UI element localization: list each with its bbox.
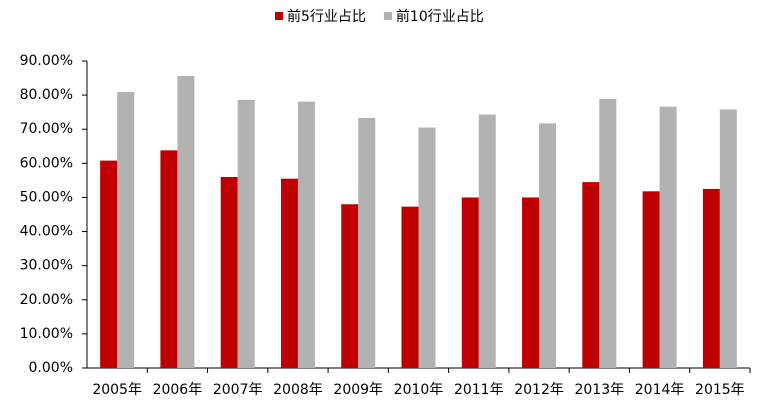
legend-label: 前5行业占比 xyxy=(287,8,366,25)
bar xyxy=(522,197,540,368)
bar xyxy=(461,197,479,368)
bar xyxy=(280,178,298,368)
bar xyxy=(177,76,195,369)
x-tick-label: 2015年 xyxy=(695,382,745,398)
legend-swatch xyxy=(275,12,283,20)
bar xyxy=(582,182,600,368)
bar xyxy=(478,114,496,368)
x-tick-label: 2011年 xyxy=(454,382,504,398)
bar xyxy=(418,127,436,369)
bar xyxy=(297,101,315,368)
bar xyxy=(160,150,178,368)
y-tick-label: 90.00% xyxy=(20,53,73,69)
y-tick-label: 50.00% xyxy=(20,189,73,205)
bar xyxy=(401,206,419,368)
bar xyxy=(539,123,557,368)
legend-label: 前10行业占比 xyxy=(396,8,484,25)
x-tick-label: 2010年 xyxy=(394,382,444,398)
y-tick-label: 60.00% xyxy=(20,155,73,171)
y-tick-label: 10.00% xyxy=(20,326,73,342)
bar xyxy=(100,160,118,368)
bar xyxy=(659,106,677,368)
bar xyxy=(220,176,238,368)
y-tick-label: 80.00% xyxy=(20,87,73,103)
x-tick-label: 2005年 xyxy=(92,382,142,398)
bar xyxy=(642,191,660,368)
y-tick-label: 0.00% xyxy=(29,360,73,376)
x-tick-label: 2007年 xyxy=(213,382,263,398)
legend-swatch xyxy=(383,12,392,20)
x-tick-label: 2006年 xyxy=(153,382,203,398)
x-tick-label: 2012年 xyxy=(514,382,564,398)
x-tick-label: 2008年 xyxy=(273,382,323,398)
x-tick-label: 2009年 xyxy=(333,382,383,398)
y-tick-label: 30.00% xyxy=(20,258,73,274)
x-tick-label: 2014年 xyxy=(635,382,685,398)
bar xyxy=(117,92,135,369)
x-tick-label: 2013年 xyxy=(574,382,624,398)
bar xyxy=(237,99,255,369)
y-tick-label: 40.00% xyxy=(20,224,73,240)
bar xyxy=(341,204,359,368)
y-tick-label: 70.00% xyxy=(20,121,73,137)
y-tick-label: 20.00% xyxy=(20,292,73,308)
bar xyxy=(702,188,720,368)
bar xyxy=(599,98,617,368)
bar xyxy=(719,109,737,368)
bar xyxy=(358,117,376,369)
